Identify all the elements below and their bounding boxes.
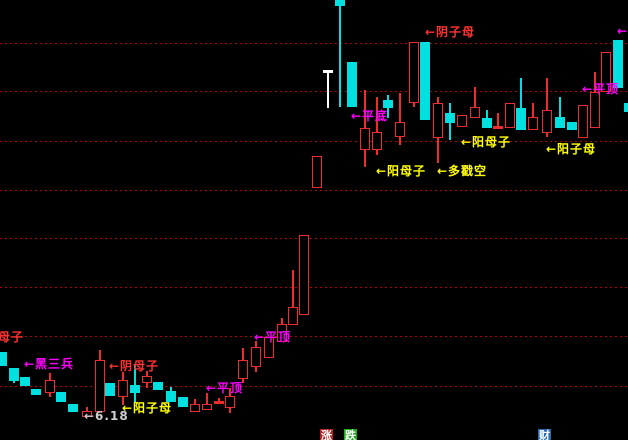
pattern-annotation: ←6.18 xyxy=(84,409,129,423)
candle-cyan xyxy=(383,100,393,108)
candle-cyan xyxy=(516,108,526,130)
gridline xyxy=(0,386,628,387)
gridline xyxy=(0,238,628,239)
candle-cyan xyxy=(420,42,430,120)
gridline xyxy=(0,336,628,337)
candle-wick xyxy=(532,103,534,130)
candle-red xyxy=(505,103,515,128)
candle-wick xyxy=(206,393,208,410)
statusbar-badge[interactable]: 涨 xyxy=(320,429,333,440)
candle-cyan xyxy=(68,404,78,412)
pattern-annotation: ←阴母子 xyxy=(109,359,160,373)
pattern-annotation: ←阳子母 xyxy=(546,142,597,156)
candle-red xyxy=(372,132,382,150)
pattern-annotation: ←平顶 xyxy=(582,82,620,96)
candle-red xyxy=(360,128,370,150)
candle-cyan xyxy=(166,391,176,402)
candle-wick xyxy=(327,70,329,108)
candle-cyan xyxy=(482,118,492,128)
candle-red xyxy=(493,126,503,129)
candle-red xyxy=(202,404,212,410)
candle-red xyxy=(264,337,274,358)
candle-cyan xyxy=(613,40,623,88)
candle-red xyxy=(395,122,405,137)
pattern-annotation: ←阴子母 xyxy=(425,25,476,39)
pattern-annotation: ←阳子母 xyxy=(122,401,173,415)
candle-cyan xyxy=(153,382,163,390)
candle-red xyxy=(528,117,538,130)
candle-red xyxy=(118,380,128,397)
candle-red xyxy=(409,42,419,103)
pattern-annotation: ←黑三兵 xyxy=(24,357,75,371)
gridline xyxy=(0,91,628,92)
candle-red xyxy=(82,411,92,417)
candle-cyan xyxy=(567,122,577,130)
candle-red xyxy=(312,156,322,188)
candle-red xyxy=(95,360,105,412)
candle-wick xyxy=(520,78,522,130)
pattern-annotation: ←阳母子 xyxy=(376,164,427,178)
pattern-annotation: ← xyxy=(617,24,628,38)
candle-wick xyxy=(546,78,548,137)
pattern-annotation: ←平底 xyxy=(351,109,389,123)
candle-wick xyxy=(134,365,136,403)
candle-wick xyxy=(559,97,561,128)
candle-wick xyxy=(376,97,378,155)
candle-cyan xyxy=(9,368,19,381)
gridline xyxy=(0,287,628,288)
candle-white xyxy=(323,70,333,73)
candle-cyan xyxy=(0,352,7,366)
candle-cyan xyxy=(624,103,628,112)
candle-wick xyxy=(339,0,341,107)
candle-wick xyxy=(497,113,499,129)
gridline xyxy=(0,190,628,191)
candle-red xyxy=(470,107,480,118)
candle-red xyxy=(542,110,552,133)
statusbar-badge[interactable]: 财 xyxy=(538,429,551,440)
candle-cyan xyxy=(555,117,565,128)
pattern-annotation: 母子 xyxy=(0,330,25,344)
candle-red xyxy=(142,376,152,383)
candle-red xyxy=(251,347,261,367)
candle-red xyxy=(578,105,588,138)
candle-red xyxy=(288,307,298,325)
candle-wick xyxy=(474,87,476,118)
candle-cyan xyxy=(105,383,115,396)
pattern-annotation: ←平顶 xyxy=(206,381,244,395)
candle-wick xyxy=(292,270,294,325)
statusbar-badge[interactable]: 跌 xyxy=(344,429,357,440)
candle-cyan xyxy=(56,392,66,402)
candle-red xyxy=(590,92,600,128)
candle-cyan xyxy=(130,385,140,393)
candle-cyan xyxy=(31,389,41,395)
candle-cyan xyxy=(20,377,30,386)
candle-red xyxy=(45,380,55,393)
candle-red xyxy=(601,52,611,92)
pattern-annotation: ←平顶 xyxy=(254,330,292,344)
candle-red xyxy=(433,103,443,138)
candle-red xyxy=(225,396,235,408)
gridline xyxy=(0,43,628,44)
candle-red xyxy=(214,401,224,404)
gridline xyxy=(0,141,628,142)
candle-cyan xyxy=(178,397,188,407)
candle-red xyxy=(238,360,248,379)
candle-cyan xyxy=(445,113,455,123)
candle-red xyxy=(457,115,467,127)
candle-wick xyxy=(399,93,401,145)
pattern-annotation: ←多戳空 xyxy=(437,164,488,178)
candle-red xyxy=(277,324,287,342)
candle-red xyxy=(299,235,309,315)
candle-cyan xyxy=(335,0,345,6)
candle-red xyxy=(190,404,200,412)
pattern-annotation: ←阳母子 xyxy=(461,135,512,149)
candle-cyan xyxy=(347,62,357,107)
